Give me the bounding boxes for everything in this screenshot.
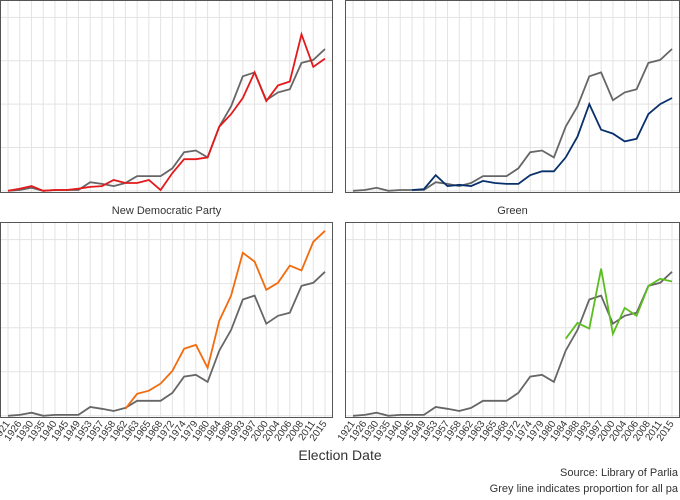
panel-background (345, 0, 680, 193)
data-line (352, 48, 673, 192)
x-axis-title: Election Date (298, 447, 381, 463)
panel-border (0, 0, 333, 193)
caption: Grey line indicates proportion for all p… (490, 483, 679, 495)
data-line (564, 268, 673, 340)
panel-title: New Democratic Party (112, 205, 222, 217)
caption: Source: Library of Parlia (560, 467, 679, 479)
panel-title: Green (497, 205, 528, 217)
panel-background (0, 222, 333, 418)
data-line (124, 230, 326, 410)
panel-background (345, 222, 680, 418)
panel-border (0, 222, 333, 418)
data-line (7, 271, 326, 417)
data-line (412, 97, 673, 191)
data-line (7, 31, 326, 192)
panel-background (0, 0, 333, 193)
